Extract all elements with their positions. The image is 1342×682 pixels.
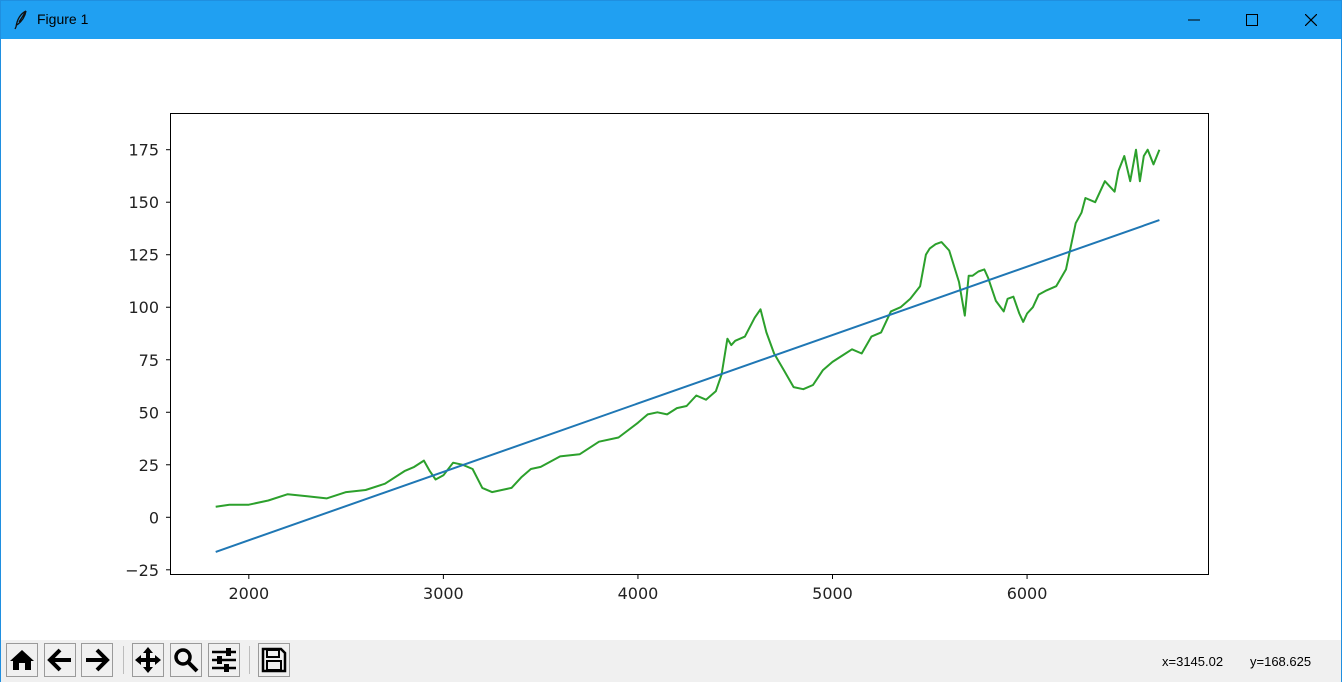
arrow-left-icon bbox=[47, 648, 71, 672]
floppy-disk-icon bbox=[261, 647, 287, 673]
minimize-button[interactable] bbox=[1165, 1, 1223, 39]
arrow-right-icon bbox=[86, 648, 110, 672]
close-button[interactable] bbox=[1282, 1, 1340, 39]
cursor-x-readout: x=3145.02 bbox=[1162, 654, 1224, 669]
back-button[interactable] bbox=[44, 643, 76, 677]
pan-button[interactable] bbox=[132, 643, 164, 677]
forward-button[interactable] bbox=[81, 643, 113, 677]
y-axis: −25 0 25 50 75 100 125 150 175 bbox=[125, 141, 171, 580]
y-tick-label: 125 bbox=[128, 246, 159, 265]
y-tick-label: 175 bbox=[128, 141, 159, 160]
cursor-y-readout: y=168.625 bbox=[1250, 654, 1312, 669]
y-tick-label: 150 bbox=[128, 193, 159, 212]
x-tick-label: 4000 bbox=[618, 584, 659, 603]
home-button[interactable] bbox=[6, 643, 38, 677]
close-icon bbox=[1305, 14, 1317, 26]
y-tick-label: 25 bbox=[139, 456, 159, 475]
toolbar-separator bbox=[123, 646, 124, 674]
y-tick-label: 0 bbox=[149, 508, 159, 527]
maximize-icon bbox=[1246, 14, 1258, 26]
plot-canvas[interactable]: 2000 3000 4000 5000 6000 −25 0 25 50 75 100 125 150… bbox=[1, 39, 1341, 639]
x-tick-label: 6000 bbox=[1007, 584, 1048, 603]
save-button[interactable] bbox=[258, 643, 290, 677]
zoom-button[interactable] bbox=[170, 643, 202, 677]
home-icon bbox=[10, 650, 34, 670]
configure-subplots-button[interactable] bbox=[208, 643, 240, 677]
y-tick-label: 100 bbox=[128, 298, 159, 317]
axes-frame bbox=[170, 113, 1209, 575]
series-line-trend bbox=[215, 219, 1160, 553]
y-tick-label: 75 bbox=[139, 351, 159, 370]
plot-lines bbox=[215, 148, 1161, 553]
x-axis: 2000 3000 4000 5000 6000 bbox=[228, 574, 1047, 603]
y-tick-label: 50 bbox=[139, 403, 159, 422]
window-title: Figure 1 bbox=[37, 11, 89, 27]
feather-icon bbox=[14, 10, 27, 30]
sliders-icon bbox=[212, 648, 236, 672]
minimize-icon bbox=[1188, 19, 1200, 21]
x-tick-label: 3000 bbox=[423, 584, 464, 603]
series-line-price bbox=[215, 148, 1161, 508]
move-icon bbox=[135, 647, 161, 673]
title-bar[interactable]: Figure 1 bbox=[1, 1, 1341, 39]
magnifier-icon bbox=[174, 648, 199, 673]
x-tick-label: 2000 bbox=[228, 584, 269, 603]
x-tick-label: 5000 bbox=[812, 584, 853, 603]
navigation-toolbar: x=3145.02 y=168.625 bbox=[1, 640, 1341, 682]
toolbar-separator bbox=[249, 646, 250, 674]
maximize-button[interactable] bbox=[1223, 1, 1281, 39]
y-tick-label: −25 bbox=[125, 561, 159, 580]
